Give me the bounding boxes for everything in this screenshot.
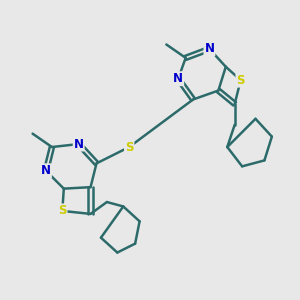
Text: S: S — [58, 204, 67, 218]
Text: N: N — [173, 72, 183, 85]
Text: N: N — [41, 164, 51, 177]
Text: S: S — [236, 74, 245, 87]
Text: S: S — [125, 140, 134, 154]
Text: N: N — [74, 138, 84, 151]
Text: N: N — [204, 42, 214, 56]
